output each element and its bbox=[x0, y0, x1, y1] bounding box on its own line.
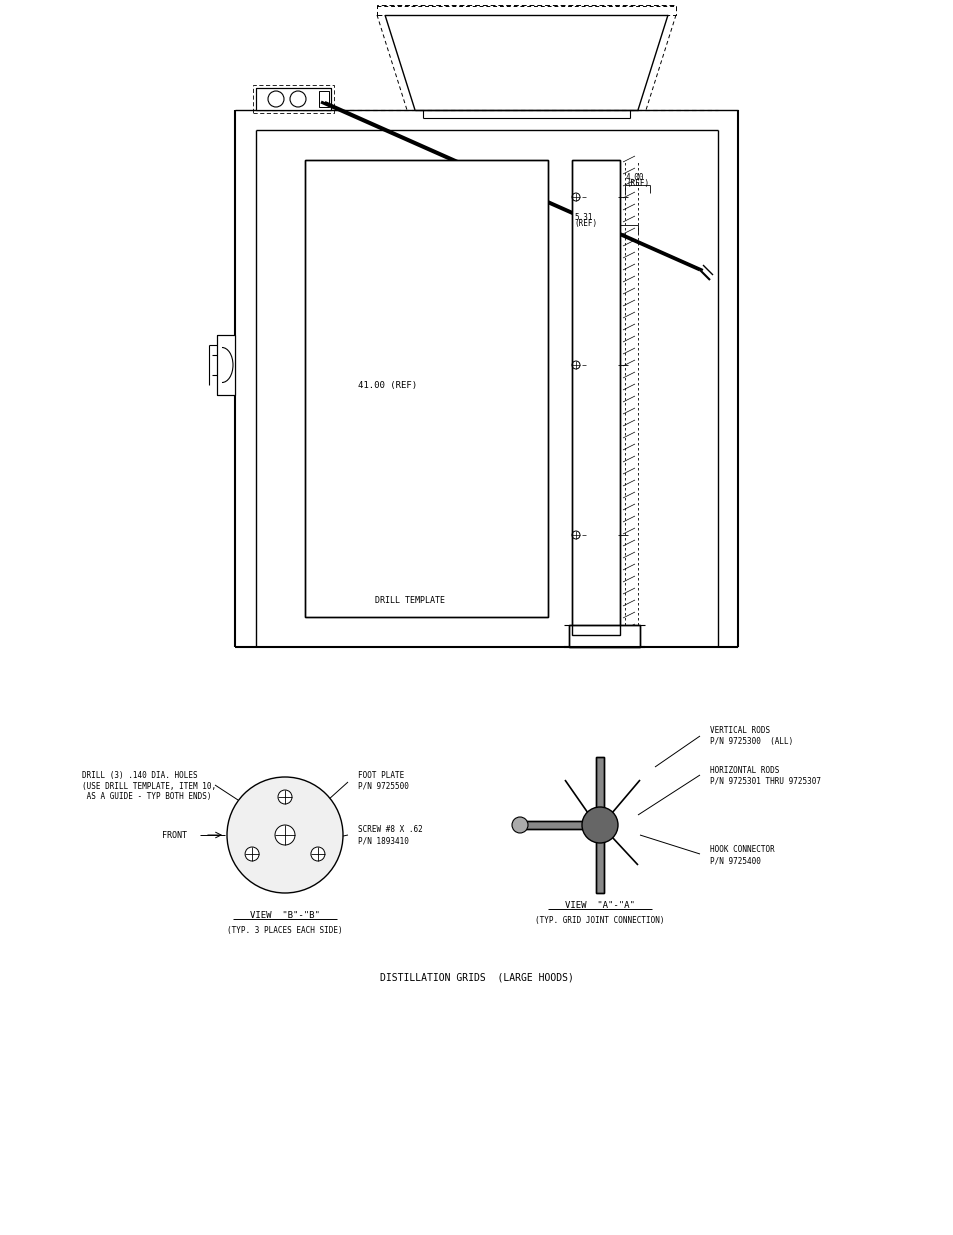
Circle shape bbox=[277, 790, 292, 804]
Bar bbox=[572, 161, 619, 635]
Text: VERTICAL RODS: VERTICAL RODS bbox=[709, 725, 769, 735]
Circle shape bbox=[581, 806, 618, 844]
Text: FRONT: FRONT bbox=[162, 830, 187, 840]
Text: 41.00 (REF): 41.00 (REF) bbox=[357, 380, 416, 389]
Text: DISTILLATION GRIDS  (LARGE HOODS): DISTILLATION GRIDS (LARGE HOODS) bbox=[379, 972, 574, 982]
Text: (TYP. 3 PLACES EACH SIDE): (TYP. 3 PLACES EACH SIDE) bbox=[227, 925, 342, 935]
Bar bbox=[216, 335, 234, 395]
Bar bbox=[234, 110, 738, 647]
Text: HORIZONTAL RODS: HORIZONTAL RODS bbox=[709, 766, 779, 774]
Text: (REF): (REF) bbox=[574, 219, 597, 227]
Bar bbox=[305, 161, 547, 618]
Text: VIEW  "B"-"B": VIEW "B"-"B" bbox=[250, 910, 319, 920]
Text: VIEW  "A"-"A": VIEW "A"-"A" bbox=[564, 900, 635, 909]
Bar bbox=[524, 821, 596, 829]
Bar bbox=[572, 161, 619, 635]
Text: (USE DRILL TEMPLATE, ITEM 10,: (USE DRILL TEMPLATE, ITEM 10, bbox=[82, 782, 216, 790]
Circle shape bbox=[274, 825, 294, 845]
Text: DRILL TEMPLATE: DRILL TEMPLATE bbox=[375, 595, 444, 604]
Text: P/N 9725300  (ALL): P/N 9725300 (ALL) bbox=[709, 736, 792, 746]
Bar bbox=[568, 625, 639, 647]
Text: AS A GUIDE - TYP BOTH ENDS): AS A GUIDE - TYP BOTH ENDS) bbox=[82, 793, 212, 802]
Bar bbox=[596, 757, 603, 893]
Text: FOOT PLATE: FOOT PLATE bbox=[357, 771, 404, 779]
Bar bbox=[524, 821, 596, 829]
Bar bbox=[216, 335, 234, 395]
Bar bbox=[253, 85, 334, 112]
Text: (TYP. GRID JOINT CONNECTION): (TYP. GRID JOINT CONNECTION) bbox=[535, 915, 664, 925]
Circle shape bbox=[227, 777, 343, 893]
Text: SCREW #8 X .62: SCREW #8 X .62 bbox=[357, 825, 422, 835]
Text: HOOK CONNECTOR: HOOK CONNECTOR bbox=[709, 846, 774, 855]
Text: 5.31: 5.31 bbox=[574, 212, 592, 221]
Text: P/N 9725400: P/N 9725400 bbox=[709, 857, 760, 866]
Bar bbox=[305, 161, 547, 618]
Text: 4.00: 4.00 bbox=[625, 173, 644, 182]
Bar bbox=[568, 625, 639, 647]
Bar bbox=[255, 88, 331, 110]
Bar bbox=[596, 757, 603, 893]
Circle shape bbox=[245, 847, 259, 861]
Text: P/N 1893410: P/N 1893410 bbox=[357, 836, 409, 846]
Bar bbox=[376, 5, 676, 15]
Bar bbox=[255, 88, 331, 110]
Circle shape bbox=[311, 847, 325, 861]
Text: P/N 9725500: P/N 9725500 bbox=[357, 782, 409, 790]
Text: P/N 9725301 THRU 9725307: P/N 9725301 THRU 9725307 bbox=[709, 777, 821, 785]
Text: DRILL (3) .140 DIA. HOLES: DRILL (3) .140 DIA. HOLES bbox=[82, 771, 197, 779]
Bar bbox=[318, 91, 329, 107]
Text: (REF): (REF) bbox=[625, 179, 648, 188]
Circle shape bbox=[512, 818, 527, 832]
